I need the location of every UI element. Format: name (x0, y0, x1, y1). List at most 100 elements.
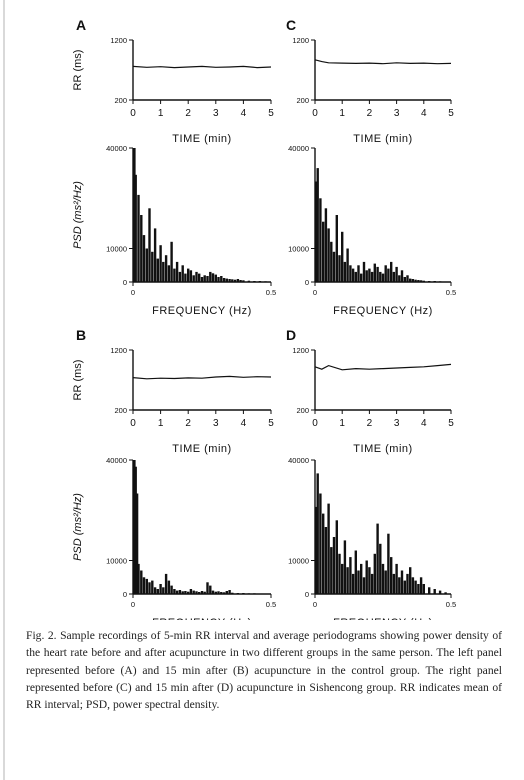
psd-bar (327, 228, 330, 282)
psd-bar (200, 277, 204, 282)
psd-bar (137, 563, 140, 594)
psd-bar (198, 592, 201, 594)
psd-bar (148, 208, 151, 282)
psd-bar (362, 261, 366, 282)
y-axis-label: PSD (ms²/Hz) (72, 181, 84, 249)
x-tick-label: 0.5 (446, 600, 456, 609)
panel-letter: C (286, 17, 296, 33)
psd-bar (225, 278, 228, 282)
panel-letter: A (76, 17, 86, 33)
x-axis-label: FREQUENCY (Hz) (333, 617, 433, 620)
psd-bar (175, 261, 179, 282)
x-tick-label: 0 (131, 600, 135, 609)
psd-bar (203, 591, 206, 594)
y-tick-label: 40000 (288, 456, 309, 465)
y-axis-label: PSD (ms²/Hz) (72, 493, 84, 561)
psd-bar (253, 593, 256, 594)
x-tick-label: 4 (421, 418, 427, 429)
psd-bar (200, 591, 204, 594)
psd-bar (384, 570, 387, 594)
psd-bar (195, 271, 198, 282)
psd-bar (368, 268, 371, 282)
psd-bar (379, 271, 382, 282)
x-tick-label: 0.5 (266, 600, 276, 609)
psd-bar (162, 261, 165, 282)
psd-bar (392, 271, 396, 282)
psd-bar (164, 573, 168, 594)
psd-bar (406, 275, 409, 282)
psd-bar (137, 194, 140, 282)
psd-bar (225, 591, 228, 594)
y-tick-label: 10000 (106, 557, 127, 566)
psd-bar (206, 582, 209, 594)
x-tick-label: 2 (367, 418, 373, 429)
psd-bar (322, 221, 325, 282)
psd-bar (164, 255, 168, 282)
psd-bar (351, 268, 355, 282)
psd-bar (343, 540, 347, 594)
psd-bar (236, 593, 240, 594)
psd-bar (409, 278, 412, 282)
psd-bar (181, 591, 184, 594)
psd-bar (338, 553, 341, 594)
psd-bar (159, 245, 162, 282)
y-tick-label: 10000 (288, 557, 309, 566)
psd-bar (322, 513, 325, 594)
psd-bar (343, 261, 347, 282)
psd-bar (258, 281, 262, 282)
psd-bar (395, 266, 398, 282)
page-edge-shadow (3, 0, 5, 780)
psd-bar (316, 473, 319, 594)
x-tick-label: 5 (448, 108, 454, 119)
x-tick-label: 2 (185, 108, 191, 119)
psd-bar (384, 265, 387, 283)
x-tick-label: 1 (339, 108, 345, 119)
x-tick-label: 5 (268, 418, 274, 429)
x-tick-label: 3 (394, 418, 400, 429)
y-tick-label: 0 (123, 278, 127, 287)
y-tick-label: 1200 (292, 36, 309, 45)
psd-bar (411, 577, 415, 595)
psd-bar (192, 590, 195, 594)
x-tick-label: 0 (312, 108, 318, 119)
psd-bar (178, 271, 182, 282)
psd-bar (341, 563, 344, 594)
psd-bar (203, 275, 206, 282)
psd-bar (192, 275, 195, 282)
psd-bar (330, 241, 333, 282)
psd-bar (360, 273, 363, 282)
psd-bar (217, 277, 220, 282)
psd-bar (315, 506, 318, 594)
psd-bar (220, 276, 223, 282)
psd-bar (316, 168, 319, 282)
psd-bar (400, 270, 404, 282)
psd-bar (381, 273, 385, 282)
psd-bar (242, 593, 245, 594)
psd-bar (142, 235, 146, 282)
psd-bar (211, 273, 215, 282)
x-tick-label: 0 (131, 288, 135, 297)
x-tick-label: 3 (213, 418, 219, 429)
psd-bar (228, 279, 231, 282)
x-axis-label: FREQUENCY (Hz) (152, 305, 252, 317)
psd-bar (360, 563, 363, 594)
x-tick-label: 4 (241, 418, 247, 429)
psd-bar (258, 593, 262, 594)
psd-bar (148, 582, 151, 594)
x-tick-label: 3 (213, 108, 219, 119)
psd-bar (156, 258, 159, 282)
x-tick-label: 5 (268, 108, 274, 119)
psd-bar (153, 228, 157, 282)
x-tick-label: 2 (185, 418, 191, 429)
x-tick-label: 0.5 (446, 288, 456, 297)
psd-bar (392, 573, 396, 594)
psd-bar (319, 493, 322, 594)
psd-bar (184, 591, 187, 594)
psd-bar (156, 589, 159, 594)
rr-series-line (314, 363, 452, 371)
psd-bar (153, 587, 157, 594)
psd-bar (422, 584, 425, 594)
psd-bar (214, 591, 217, 594)
psd-bar (335, 520, 338, 594)
